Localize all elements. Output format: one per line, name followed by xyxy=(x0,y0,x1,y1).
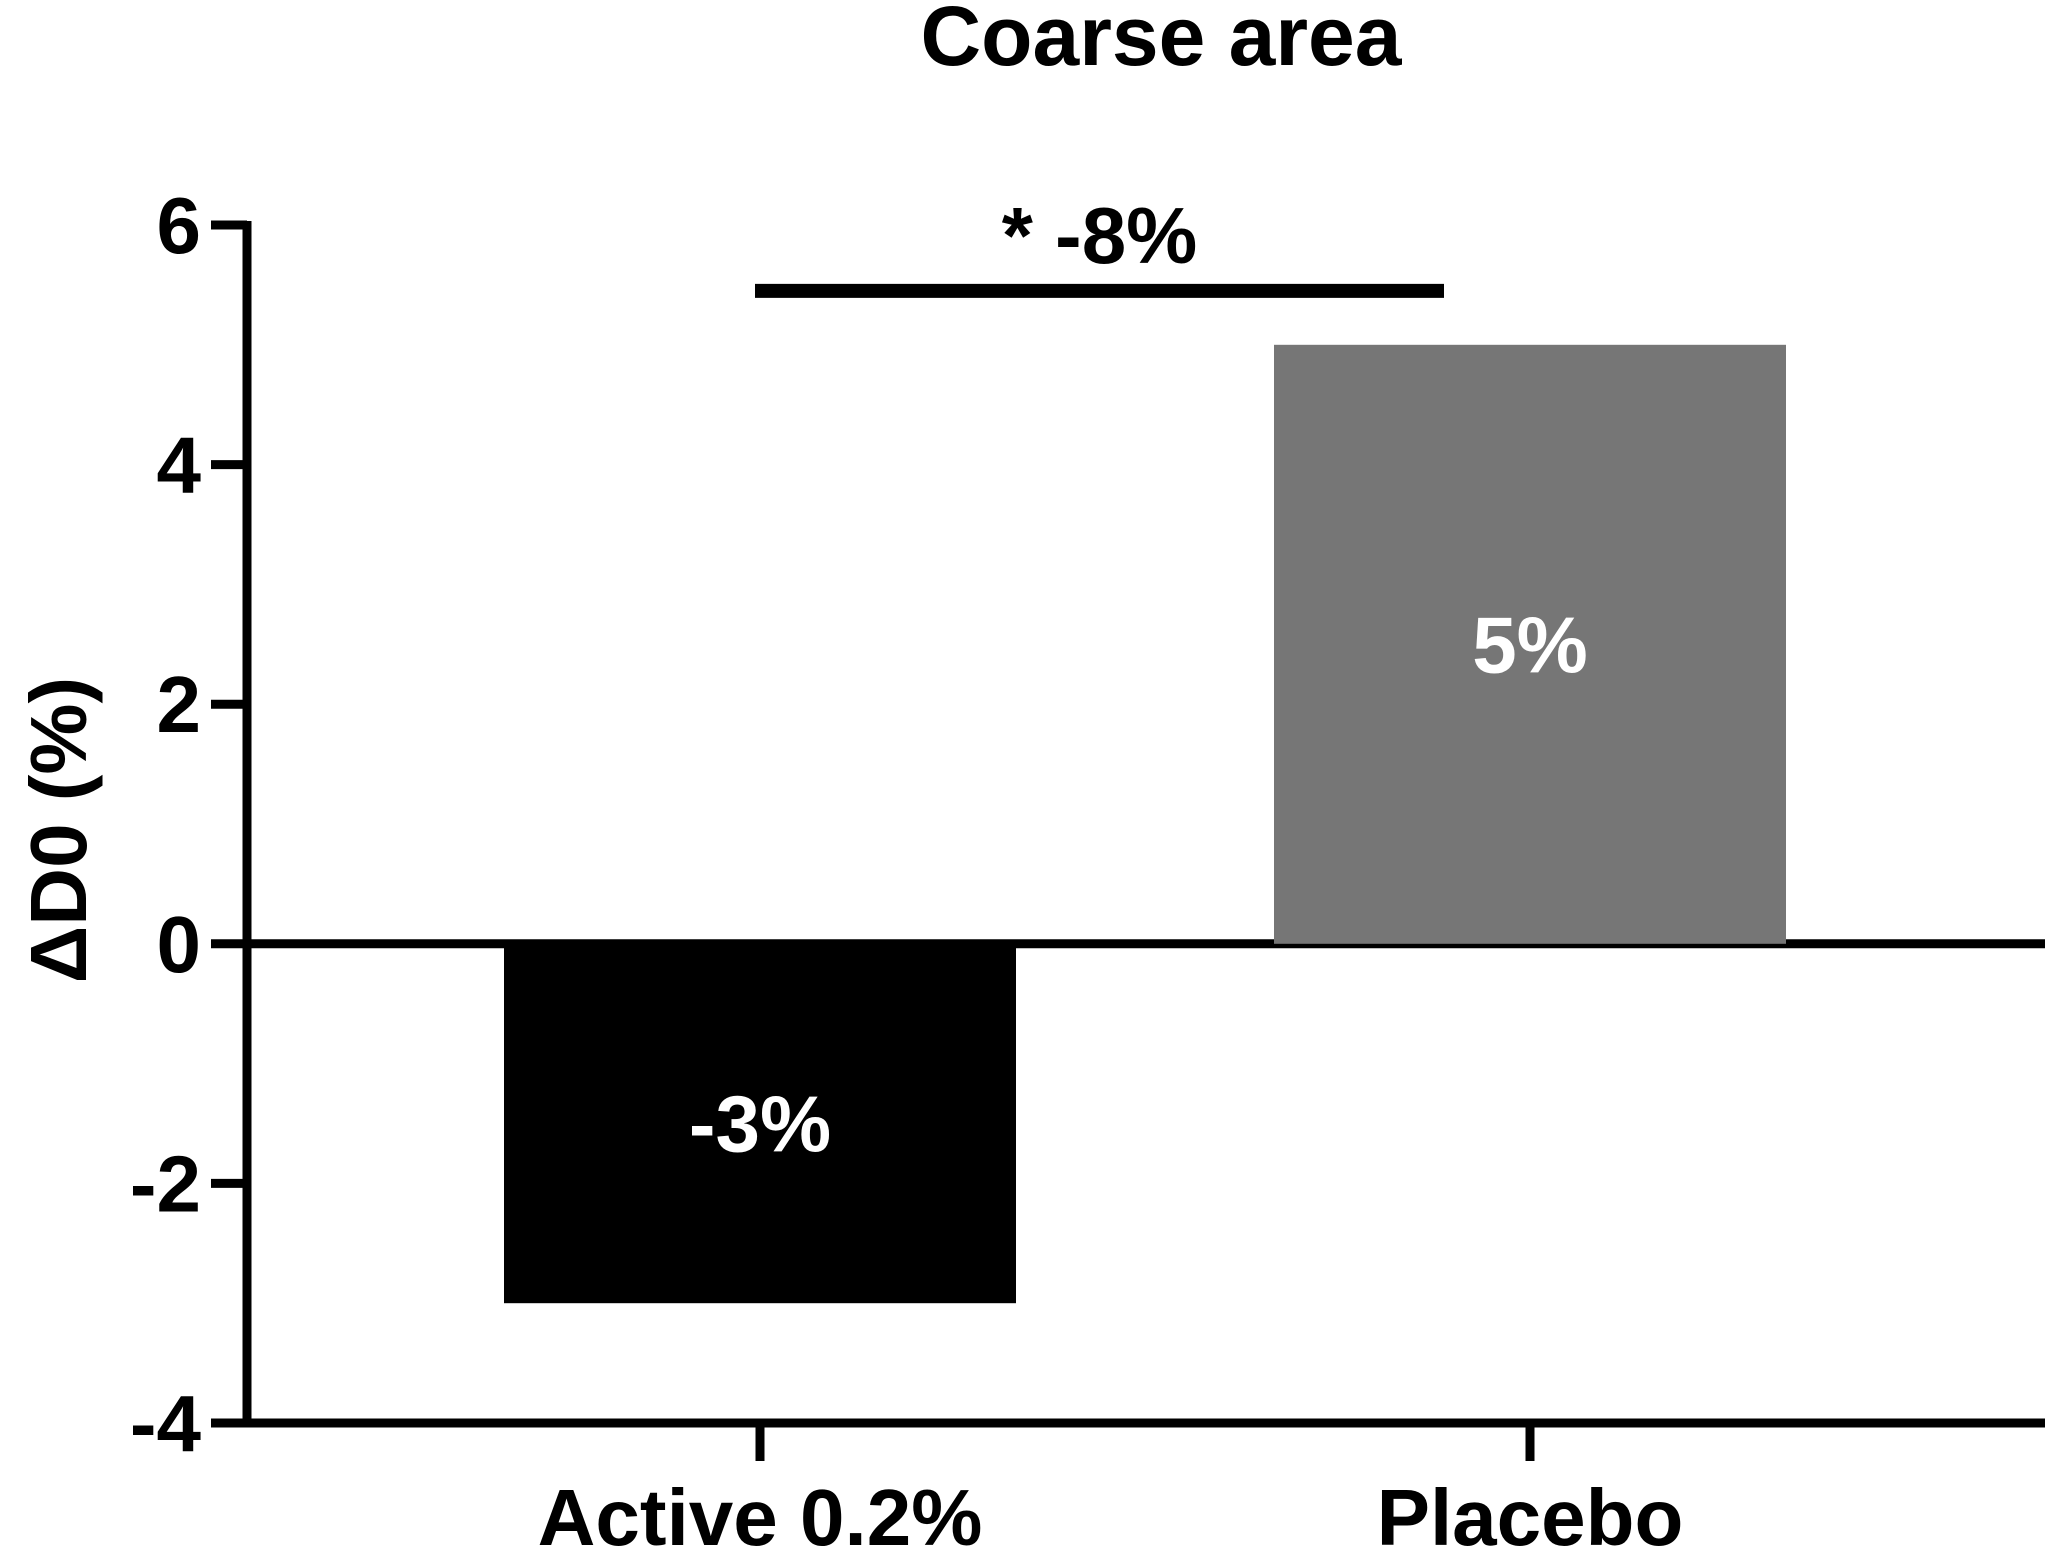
x-tick-label: Placebo xyxy=(1377,1473,1684,1562)
bar-data-label: -3% xyxy=(689,1080,831,1169)
annotations: * -8% xyxy=(755,191,1444,298)
bar xyxy=(1274,344,1786,944)
y-tick-label: 4 xyxy=(157,421,202,510)
y-axis-label: ΔD0 (%) xyxy=(14,677,103,983)
x-tick-label: Active 0.2% xyxy=(538,1473,983,1562)
bar xyxy=(504,943,1016,1304)
y-tick-label: -2 xyxy=(130,1139,201,1228)
y-tick-label: 0 xyxy=(157,900,202,989)
bars: -3% 5% xyxy=(504,344,1786,1304)
bar-data-label: 5% xyxy=(1472,600,1588,689)
y-tick-label: 6 xyxy=(157,181,202,270)
y-tick-label: 2 xyxy=(157,660,202,749)
y-tick-label: -4 xyxy=(130,1379,202,1468)
significance-label: * -8% xyxy=(1002,191,1198,280)
chart-title: Coarse area xyxy=(921,0,1403,83)
